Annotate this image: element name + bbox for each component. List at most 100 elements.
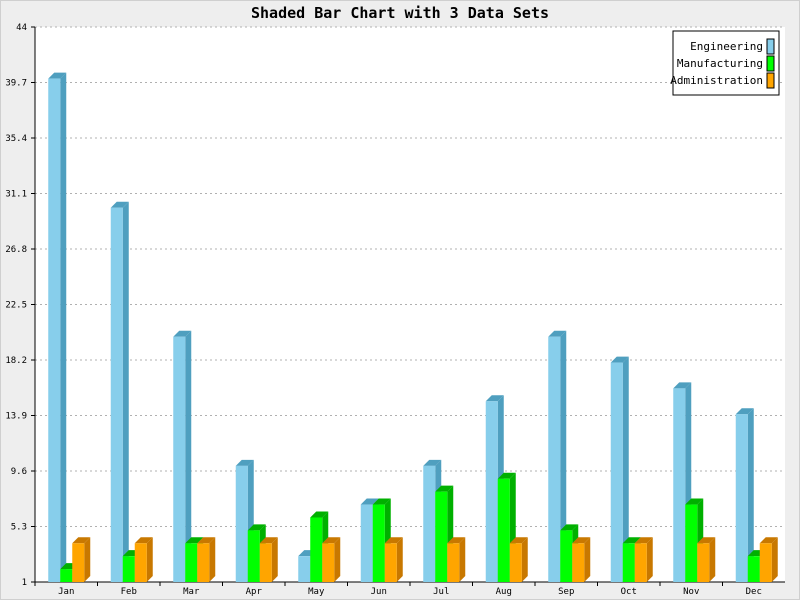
bar-engineering-dec	[735, 408, 754, 582]
legend-label: Engineering	[690, 40, 763, 53]
bar-front	[122, 556, 135, 582]
bar-front	[622, 543, 635, 582]
bar-side	[84, 537, 91, 582]
bar-front	[60, 569, 73, 582]
bar-top	[610, 356, 629, 363]
bar-top	[72, 537, 91, 544]
bar-administration-nov	[697, 537, 716, 582]
bar-engineering-mar	[173, 330, 192, 582]
chart-title: Shaded Bar Chart with 3 Data Sets	[251, 4, 549, 22]
x-tick-label: Jun	[371, 587, 387, 597]
x-tick-label: Jan	[58, 587, 74, 597]
bar-front	[509, 543, 522, 582]
bar-side	[771, 537, 778, 582]
bar-front	[673, 388, 686, 582]
bar-top	[560, 524, 579, 531]
bar-front	[235, 465, 248, 582]
bar-administration-feb	[134, 537, 153, 582]
tick-labels: 1 5.3 9.6 13.9 18.2 22.5 26.8 31.1 35.4 39.7 44 Jan…	[5, 23, 762, 597]
bar-side	[521, 537, 528, 582]
y-tick-label: 5.3	[11, 523, 27, 533]
bar-administration-may	[322, 537, 341, 582]
bar-administration-oct	[634, 537, 653, 582]
y-tick-label: 35.4	[5, 134, 27, 144]
bar-front	[610, 362, 623, 582]
x-tick-label: Oct	[621, 587, 637, 597]
bar-front	[110, 207, 123, 582]
bar-administration-mar	[197, 537, 216, 582]
bar-side	[459, 537, 466, 582]
x-tick-label: May	[308, 587, 325, 597]
bar-side	[271, 537, 278, 582]
bar-front	[298, 556, 311, 582]
bar-top	[509, 537, 528, 544]
bar-top	[485, 395, 504, 402]
legend: Engineering Manufacturing Administration	[670, 30, 780, 96]
bar-top	[634, 537, 653, 544]
bar-administration-apr	[259, 537, 278, 582]
bar-engineering-sep	[548, 330, 567, 582]
bar-front	[747, 556, 760, 582]
bar-front	[435, 491, 448, 582]
bar-administration-jan	[72, 537, 91, 582]
bar-top	[497, 472, 516, 479]
x-tick-label: Aug	[496, 587, 512, 597]
bar-side	[646, 537, 653, 582]
y-tick-label: 18.2	[5, 356, 27, 366]
bar-side	[146, 537, 153, 582]
bar-top	[197, 537, 216, 544]
bar-front	[634, 543, 647, 582]
bar-top	[247, 524, 266, 531]
bar-front	[447, 543, 460, 582]
bar-top	[697, 537, 716, 544]
legend-label: Manufacturing	[677, 57, 763, 70]
bar-engineering-oct	[610, 356, 629, 582]
bar-top	[384, 537, 403, 544]
x-tick-label: Jul	[433, 587, 449, 597]
bar-front	[548, 336, 561, 582]
bar-top	[435, 485, 454, 492]
bar-administration-sep	[572, 537, 591, 582]
x-tick-label: Nov	[683, 587, 699, 597]
bar-administration-jul	[447, 537, 466, 582]
bar-side	[560, 330, 567, 582]
y-tick-label: 39.7	[5, 79, 27, 89]
bar-top	[572, 537, 591, 544]
bar-top	[235, 459, 254, 466]
y-tick-label: 13.9	[5, 412, 27, 422]
y-tick-label: 1	[22, 578, 27, 588]
bar-top	[110, 201, 129, 208]
axes	[31, 26, 785, 586]
bar-top	[173, 330, 192, 337]
bar-top	[673, 382, 692, 389]
bar-front	[735, 414, 748, 582]
bar-front	[72, 543, 85, 582]
bar-front	[372, 504, 385, 582]
bar-front	[384, 543, 397, 582]
bar-front	[185, 543, 198, 582]
bars	[48, 72, 778, 583]
grid-lines	[35, 26, 785, 582]
bar-engineering-feb	[110, 201, 129, 582]
bar-side	[622, 356, 629, 582]
x-tick-label: Feb	[121, 587, 137, 597]
bar-front	[423, 465, 436, 582]
bar-top	[48, 72, 67, 79]
bar-front	[697, 543, 710, 582]
bar-top	[548, 330, 567, 337]
bar-front	[560, 530, 573, 582]
bar-top	[372, 498, 391, 505]
x-tick-label: Apr	[246, 587, 263, 597]
bar-front	[173, 336, 186, 582]
bar-front	[197, 543, 210, 582]
bar-side	[584, 537, 591, 582]
bar-front	[322, 543, 335, 582]
bar-top	[259, 537, 278, 544]
legend-swatch	[766, 72, 775, 89]
bar-engineering-jan	[48, 72, 67, 583]
x-tick-label: Dec	[746, 587, 762, 597]
bar-front	[310, 517, 323, 582]
legend-swatch	[766, 38, 775, 55]
bar-side	[747, 408, 754, 582]
bar-side	[709, 537, 716, 582]
